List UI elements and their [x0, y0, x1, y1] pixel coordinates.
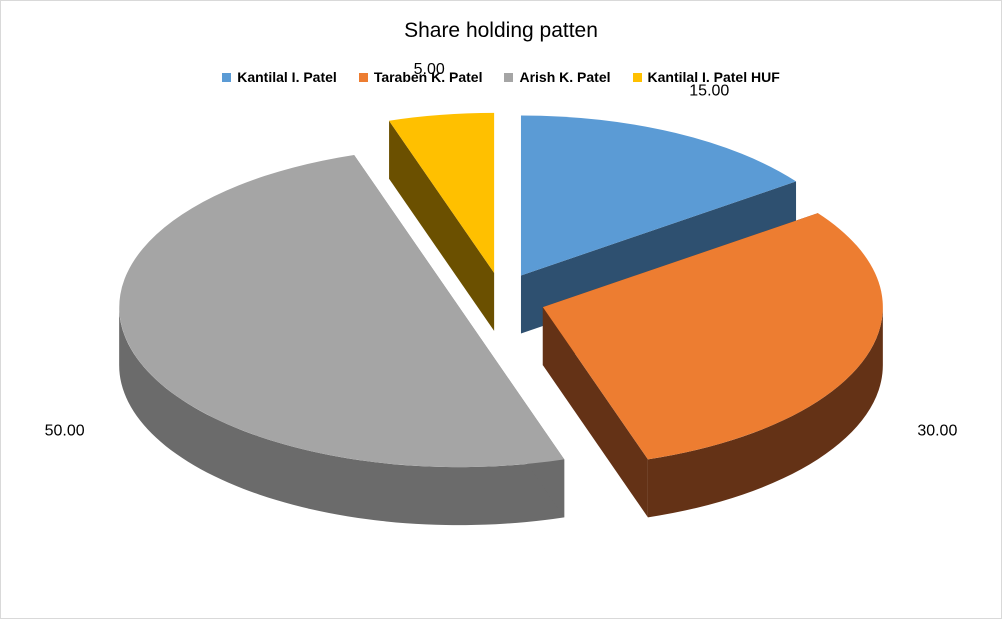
legend-label: Kantilal I. Patel [237, 69, 337, 85]
data-label: 5.00 [414, 61, 445, 78]
legend-item: Kantilal I. Patel HUF [632, 69, 780, 85]
data-label: 15.00 [689, 83, 729, 100]
legend-item: Taraben K. Patel [358, 69, 483, 85]
slice-wall [389, 120, 495, 331]
chart-title: Share holding patten [404, 19, 598, 42]
slice-top [520, 115, 797, 276]
slice-wall [542, 307, 648, 518]
slice-side [647, 307, 883, 518]
slice-top [542, 213, 883, 460]
legend-label: Taraben K. Patel [373, 69, 483, 85]
slice-top [389, 112, 495, 273]
legend: Kantilal I. Patel Taraben K. Patel Arish… [1, 69, 1001, 85]
slice-side [119, 307, 565, 526]
legend-label: Kantilal I. Patel HUF [647, 69, 780, 85]
legend-swatch [504, 72, 514, 82]
legend-swatch [632, 72, 642, 82]
legend-item: Arish K. Patel [504, 69, 611, 85]
data-label: 30.00 [917, 422, 957, 439]
pie-slice [389, 112, 495, 331]
pie-slice [542, 213, 883, 518]
data-label: 50.00 [45, 422, 85, 439]
legend-swatch [358, 72, 368, 82]
legend-item: Kantilal I. Patel [222, 69, 337, 85]
slice-top [119, 154, 565, 468]
legend-swatch [222, 72, 232, 82]
legend-label: Arish K. Patel [519, 69, 611, 85]
pie-slice [119, 154, 565, 526]
